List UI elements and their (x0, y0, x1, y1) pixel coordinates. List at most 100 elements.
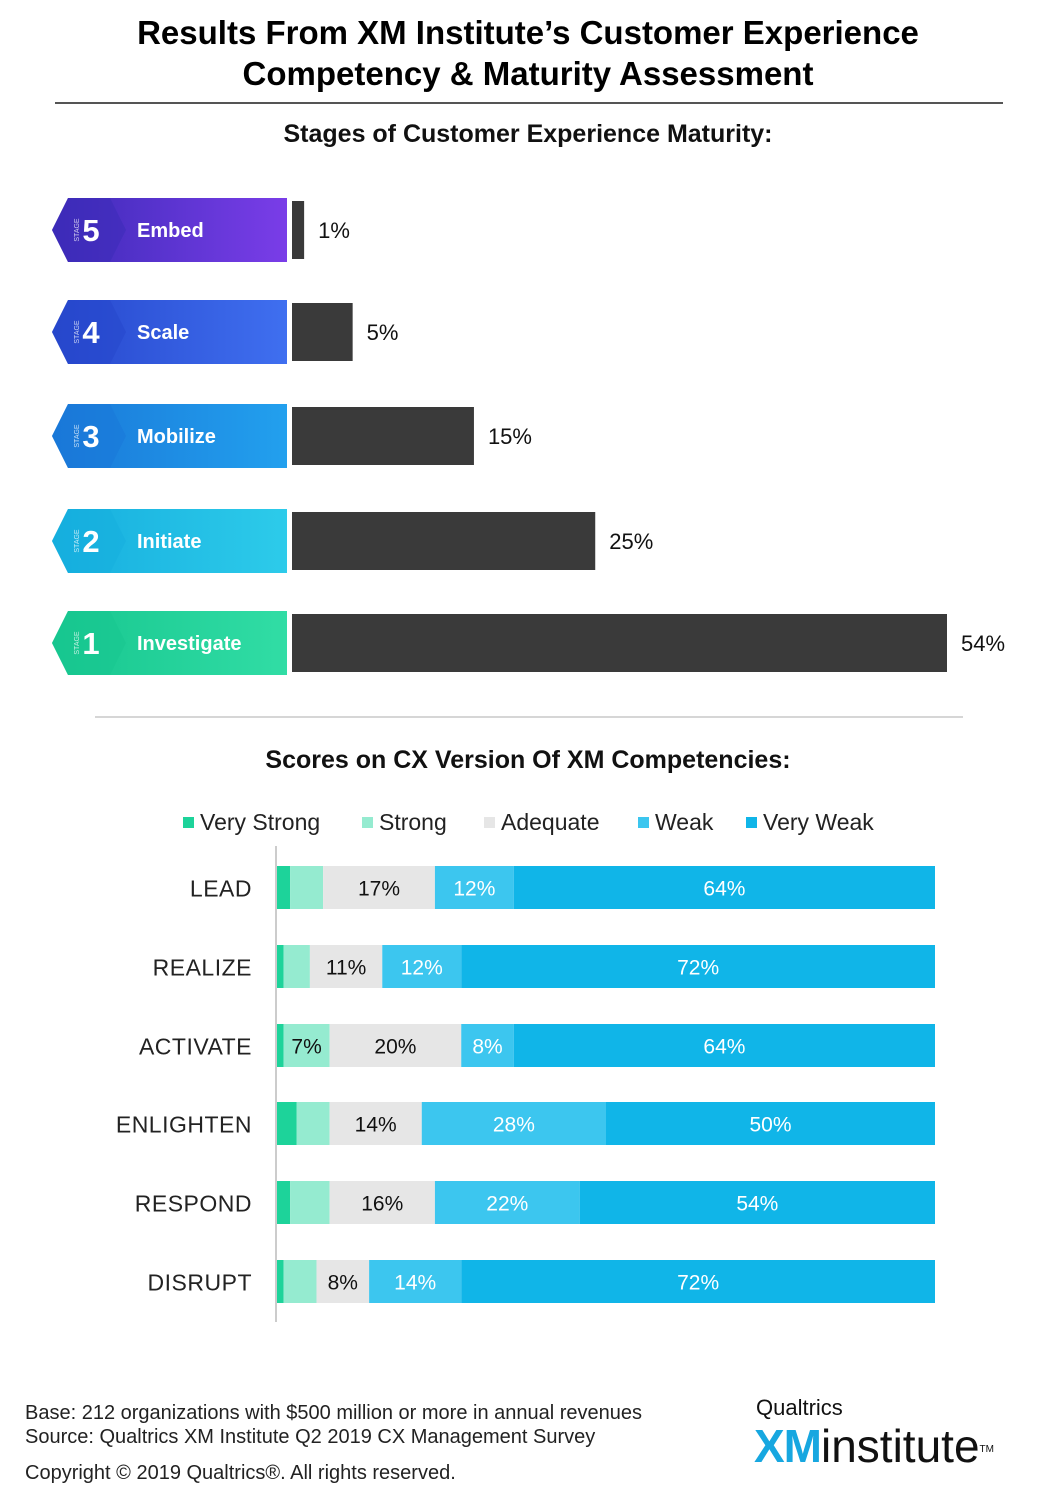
competency-legend: Very Strong Strong Adequate Weak Very Weak (183, 809, 874, 835)
competency-label-activate: ACTIVATE (139, 1034, 252, 1060)
segment-label-lead-weak: 12% (453, 878, 495, 901)
segment-label-disrupt-adequate: 8% (328, 1272, 358, 1295)
title-divider (55, 102, 1003, 104)
segment-realize-very-weak (461, 945, 935, 988)
segment-enlighten-adequate (329, 1102, 422, 1145)
segment-label-lead-adequate: 17% (358, 878, 400, 901)
stage-badge-3 (52, 404, 126, 468)
segment-label-enlighten-very-weak: 50% (749, 1114, 791, 1137)
maturity-bar-initiate (292, 512, 596, 570)
maturity-value-label-investigate: 54% (961, 631, 1005, 656)
stage-tag-label: STAGE (74, 424, 81, 448)
legend-swatch-adequate (484, 817, 495, 828)
maturity-bar-embed (292, 201, 305, 259)
legend-label-very-strong: Very Strong (200, 809, 320, 835)
segment-realize-weak (382, 945, 462, 988)
competency-label-enlighten: ENLIGHTEN (116, 1112, 252, 1138)
competency-label-lead: LEAD (190, 876, 252, 902)
segment-label-realize-very-weak: 72% (677, 957, 719, 980)
segment-enlighten-very-strong (277, 1102, 297, 1145)
stage-name-embed: Embed (137, 220, 204, 242)
stage-tag-label: STAGE (74, 320, 81, 344)
segment-respond-adequate (329, 1181, 435, 1224)
maturity-value-label-scale: 5% (367, 320, 399, 345)
legend-swatch-very-strong (183, 817, 194, 828)
stage-badge-4 (52, 300, 126, 364)
section-divider (95, 716, 963, 718)
legend-swatch-strong (362, 817, 373, 828)
segment-activate-very-strong (277, 1024, 284, 1067)
segment-realize-adequate (309, 945, 383, 988)
segment-label-realize-weak: 12% (401, 957, 443, 980)
segment-lead-very-weak (513, 866, 935, 909)
stage-tag-label: STAGE (74, 218, 81, 242)
segment-lead-strong (290, 866, 324, 909)
brand-tm: TM (979, 1444, 994, 1455)
competency-label-respond: RESPOND (135, 1191, 252, 1217)
legend-label-strong: Strong (379, 809, 447, 835)
stage-badge-2 (52, 509, 126, 573)
brand-logo: XMinstituteTM (754, 1420, 994, 1472)
segment-label-disrupt-weak: 14% (394, 1272, 436, 1295)
legend-label-weak: Weak (655, 809, 714, 835)
stage-name-initiate: Initiate (137, 531, 201, 553)
stage-number-1: 1 (82, 626, 99, 661)
legend-label-very-weak: Very Weak (763, 809, 874, 835)
segment-label-respond-very-weak: 54% (736, 1193, 778, 1216)
footer-base: Base: 212 organizations with $500 millio… (25, 1402, 643, 1424)
segment-label-activate-strong: 7% (291, 1036, 321, 1059)
segment-lead-very-strong (277, 866, 291, 909)
brand-xm: XM (754, 1420, 822, 1472)
stage-number-5: 5 (82, 213, 99, 248)
maturity-value-label-initiate: 25% (609, 529, 653, 554)
competency-chart: LEAD 17% 12% 64% REALIZE 11% 12% 72% ACTIVATE 7% 2… (116, 846, 935, 1322)
maturity-bar-scale (292, 303, 353, 361)
competency-label-disrupt: DISRUPT (148, 1270, 252, 1296)
legend-label-adequate: Adequate (501, 809, 599, 835)
title-line-2: Competency & Maturity Assessment (242, 55, 814, 92)
footer-copyright: Copyright © 2019 Qualtrics®. All rights … (25, 1462, 456, 1484)
stage-badge-1 (52, 611, 126, 675)
segment-label-respond-adequate: 16% (361, 1193, 403, 1216)
segment-disrupt-adequate (316, 1260, 370, 1303)
maturity-chart-title: Stages of Customer Experience Maturity: (283, 120, 773, 148)
segment-label-enlighten-adequate: 14% (355, 1114, 397, 1137)
segment-label-disrupt-very-weak: 72% (677, 1272, 719, 1295)
segment-respond-strong (290, 1181, 330, 1224)
segment-disrupt-weak (369, 1260, 462, 1303)
segment-lead-adequate (323, 866, 435, 909)
stage-badge-5 (52, 198, 126, 262)
segment-label-lead-very-weak: 64% (703, 878, 745, 901)
competency-label-realize: REALIZE (153, 955, 252, 981)
maturity-chart: STAGE 5 Embed 1%STAGE 4 Scale 5%STAGE 3 Mobilize… (52, 198, 1005, 675)
segment-disrupt-very-strong (277, 1260, 284, 1303)
segment-respond-weak (434, 1181, 580, 1224)
segment-label-realize-adequate: 11% (326, 957, 366, 980)
maturity-value-label-embed: 1% (318, 218, 350, 243)
stage-number-3: 3 (82, 419, 99, 454)
segment-label-respond-weak: 22% (486, 1193, 528, 1216)
segment-enlighten-strong (296, 1102, 330, 1145)
segment-activate-strong (283, 1024, 330, 1067)
stage-name-mobilize: Mobilize (137, 426, 216, 448)
segment-realize-strong (283, 945, 310, 988)
legend-swatch-weak (638, 817, 649, 828)
segment-label-activate-weak: 8% (472, 1036, 502, 1059)
segment-activate-very-weak (513, 1024, 935, 1067)
segment-disrupt-very-weak (461, 1260, 935, 1303)
page-title: Results From XM Institute’s Customer Exp… (0, 12, 1056, 94)
segment-respond-very-weak (579, 1181, 935, 1224)
segment-disrupt-strong (283, 1260, 317, 1303)
segment-activate-weak (461, 1024, 514, 1067)
segment-lead-weak (434, 866, 514, 909)
footer-source: Source: Qualtrics XM Institute Q2 2019 C… (25, 1426, 596, 1448)
segment-label-enlighten-weak: 28% (493, 1114, 535, 1137)
competency-chart-title: Scores on CX Version Of XM Competencies: (265, 746, 791, 774)
maturity-bar-mobilize (292, 407, 474, 465)
stage-tag-label: STAGE (74, 529, 81, 553)
brand-institute: institute (821, 1420, 980, 1472)
stage-name-investigate: Investigate (137, 633, 241, 655)
segment-respond-very-strong (277, 1181, 291, 1224)
stage-tag-label: STAGE (74, 631, 81, 655)
segment-enlighten-very-weak (606, 1102, 935, 1145)
